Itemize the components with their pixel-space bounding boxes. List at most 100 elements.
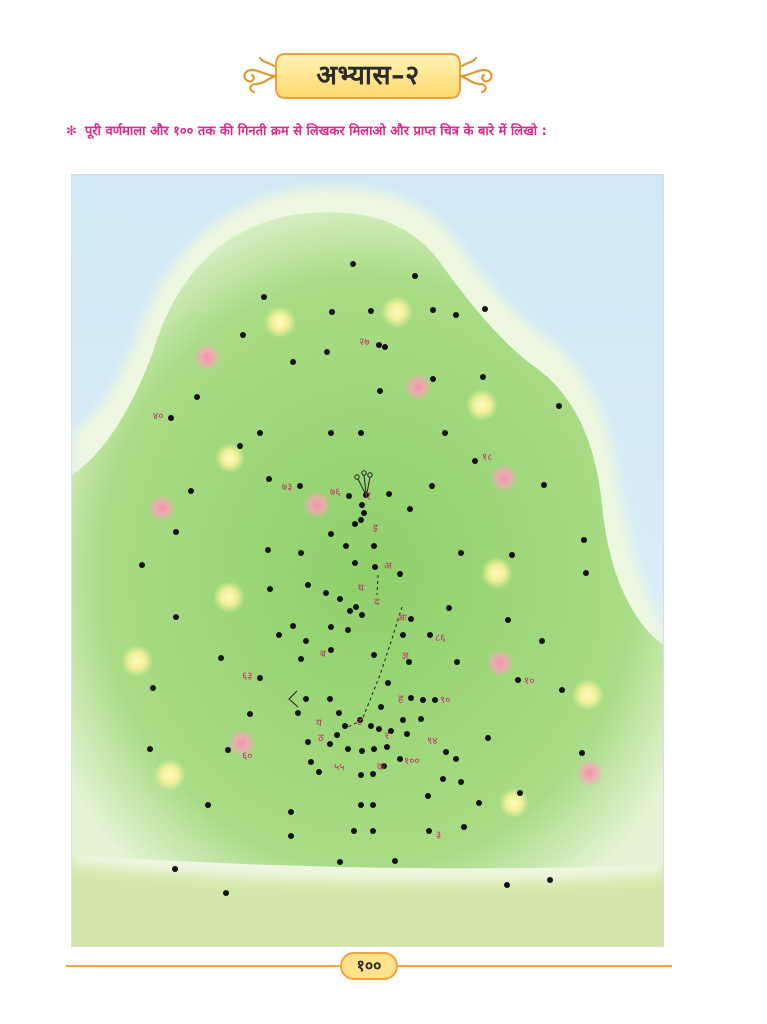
dot xyxy=(298,550,304,556)
dot xyxy=(505,617,511,623)
dot-label: ७६ xyxy=(330,487,340,498)
dot xyxy=(559,687,565,693)
dot xyxy=(406,659,412,665)
dot xyxy=(353,604,359,610)
banner-frame xyxy=(243,53,493,99)
dot xyxy=(581,537,587,543)
dot xyxy=(509,552,515,558)
dot-label: ए xyxy=(365,491,371,502)
dot-label: ९० xyxy=(440,695,450,706)
dot xyxy=(288,809,294,815)
dot xyxy=(247,711,253,717)
dot xyxy=(579,750,585,756)
dot xyxy=(361,510,367,516)
dot xyxy=(371,652,377,658)
dot xyxy=(400,717,406,723)
dot-label: ७३ xyxy=(282,482,292,493)
dot xyxy=(382,344,388,350)
dot xyxy=(453,312,459,318)
bracket-mark xyxy=(288,690,299,708)
dot xyxy=(172,866,178,872)
dot-label: १८ xyxy=(482,452,492,463)
flower-glows xyxy=(121,296,604,818)
dot xyxy=(412,273,418,279)
dot xyxy=(547,877,553,883)
dot xyxy=(334,732,340,738)
dot xyxy=(376,342,382,348)
dot xyxy=(266,476,272,482)
dot xyxy=(358,517,364,523)
dot xyxy=(205,802,211,808)
dot xyxy=(407,506,413,512)
left-scroll-ornament xyxy=(243,56,278,94)
dot xyxy=(370,828,376,834)
dot xyxy=(376,726,382,732)
dot xyxy=(358,802,364,808)
dot-label: य xyxy=(316,718,322,729)
dot-set xyxy=(139,261,589,896)
dot xyxy=(408,695,414,701)
dot xyxy=(378,704,384,710)
dot-label: ६३ xyxy=(242,671,252,682)
dot xyxy=(386,491,392,497)
dot xyxy=(147,746,153,752)
dot xyxy=(425,793,431,799)
dot xyxy=(371,543,377,549)
dot xyxy=(482,306,488,312)
dot xyxy=(404,731,410,737)
dot xyxy=(336,710,342,716)
asterisk-icon: ✻ xyxy=(66,124,77,139)
dot xyxy=(458,550,464,556)
dot-label: ४० xyxy=(153,411,163,422)
dot xyxy=(261,294,267,300)
dot xyxy=(384,744,390,750)
dot-label: ट xyxy=(357,717,363,728)
dot xyxy=(359,502,365,508)
dot-label: अ xyxy=(384,561,392,572)
dot xyxy=(337,596,343,602)
dot xyxy=(352,560,358,566)
dot xyxy=(430,307,436,313)
dot xyxy=(328,647,334,653)
dot xyxy=(358,772,364,778)
dot xyxy=(427,632,433,638)
dot xyxy=(453,756,459,762)
dot-label: ६० xyxy=(242,751,252,762)
dot xyxy=(218,655,224,661)
dot xyxy=(173,529,179,535)
dot xyxy=(400,632,406,638)
dot xyxy=(539,638,545,644)
dot xyxy=(370,771,376,777)
dot-label: १०० xyxy=(404,756,420,767)
dot xyxy=(372,564,378,570)
dot xyxy=(446,605,452,611)
page-title: अभ्यास–२ xyxy=(316,60,420,91)
dot xyxy=(504,882,510,888)
dot xyxy=(345,746,351,752)
dot xyxy=(476,800,482,806)
dot xyxy=(257,675,263,681)
page-number: १०० xyxy=(340,952,398,980)
dot xyxy=(368,723,374,729)
dot xyxy=(342,723,348,729)
dot xyxy=(370,802,376,808)
dot xyxy=(267,586,273,592)
dot xyxy=(392,858,398,864)
dot xyxy=(388,728,394,734)
dot-labels: २७ ४० १८ ७३ ७६ ए इ अ घ द अः ८६ ब ज्ञ ६३ … xyxy=(153,337,534,841)
dot xyxy=(328,531,334,537)
dot xyxy=(346,493,352,499)
dot-label: इ xyxy=(373,523,379,534)
dot xyxy=(480,374,486,380)
dot xyxy=(343,543,349,549)
dot xyxy=(139,562,145,568)
dot xyxy=(397,756,403,762)
dot xyxy=(173,614,179,620)
dot-label: ह xyxy=(398,694,404,705)
dot xyxy=(458,779,464,785)
dot-label: क xyxy=(377,762,385,773)
dot xyxy=(265,547,271,553)
dot xyxy=(276,632,282,638)
dot-label: ब xyxy=(320,649,326,660)
instruction-line: ✻ पूरी वर्णमाला और १०० तक की गिनती क्रम स… xyxy=(66,121,726,139)
